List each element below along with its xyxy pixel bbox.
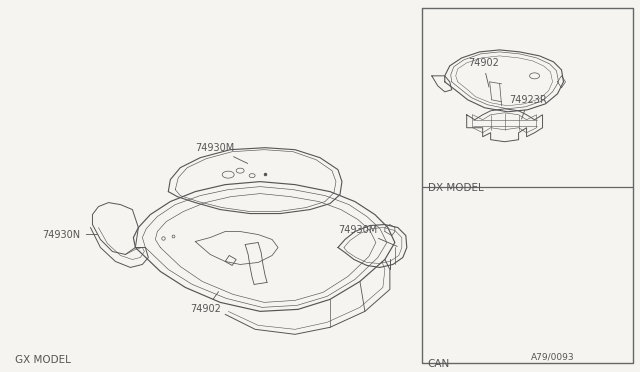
Text: 74923R: 74923R: [509, 95, 547, 119]
Text: 74930M: 74930M: [195, 143, 248, 163]
Text: 74902: 74902: [190, 292, 221, 314]
Text: GX MODEL: GX MODEL: [15, 355, 70, 365]
Text: CAN: CAN: [428, 359, 450, 369]
Text: A79/0093: A79/0093: [531, 352, 575, 361]
Text: 74902: 74902: [468, 58, 499, 87]
Text: 74930N: 74930N: [43, 230, 98, 240]
Text: 74930M: 74930M: [338, 225, 397, 246]
Text: DX MODEL: DX MODEL: [428, 183, 484, 193]
